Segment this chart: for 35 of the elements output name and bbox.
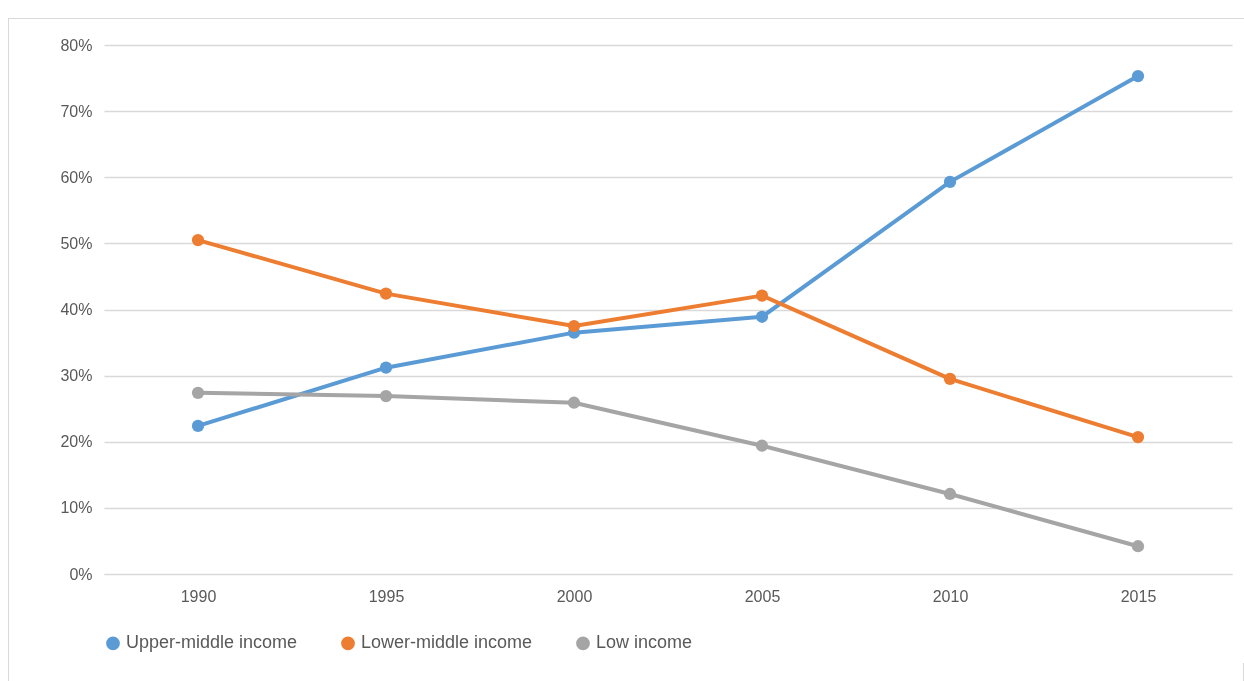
- x-tick-label: 2005: [744, 587, 781, 605]
- legend-label: Lower-middle income: [361, 632, 533, 653]
- x-tick-label: 1995: [368, 587, 405, 605]
- point: [567, 319, 581, 333]
- legend-label: Low income: [596, 632, 693, 653]
- y-tick-label: 30%: [60, 367, 93, 385]
- point: [379, 361, 393, 374]
- point: [755, 310, 769, 323]
- point: [943, 487, 957, 501]
- x-tick-label: 2010: [932, 587, 969, 605]
- y-tick-label: 60%: [60, 168, 93, 186]
- point: [379, 390, 393, 403]
- x-tick-label: 2015: [1120, 587, 1157, 605]
- x-tick-label: 2000: [556, 587, 593, 605]
- point: [1131, 69, 1145, 83]
- point: [191, 233, 205, 247]
- x-tick-label: 1990: [180, 587, 217, 605]
- point: [567, 396, 581, 409]
- point: [755, 289, 769, 302]
- point: [943, 175, 957, 188]
- point: [191, 419, 205, 432]
- y-tick-label: 40%: [60, 301, 93, 318]
- legend-label: Upper-middle income: [126, 632, 298, 653]
- point: [1131, 540, 1145, 553]
- point: [379, 287, 393, 300]
- point: [1131, 431, 1145, 444]
- point: [943, 372, 957, 386]
- y-tick-label: 0%: [69, 565, 93, 583]
- y-tick-label: 20%: [60, 433, 93, 451]
- point: [755, 439, 769, 452]
- y-tick-label: 80%: [60, 36, 93, 54]
- point: [191, 386, 205, 399]
- y-tick-label: 70%: [60, 102, 93, 120]
- y-tick-label: 10%: [60, 499, 93, 517]
- y-tick-label: 50%: [60, 234, 93, 252]
